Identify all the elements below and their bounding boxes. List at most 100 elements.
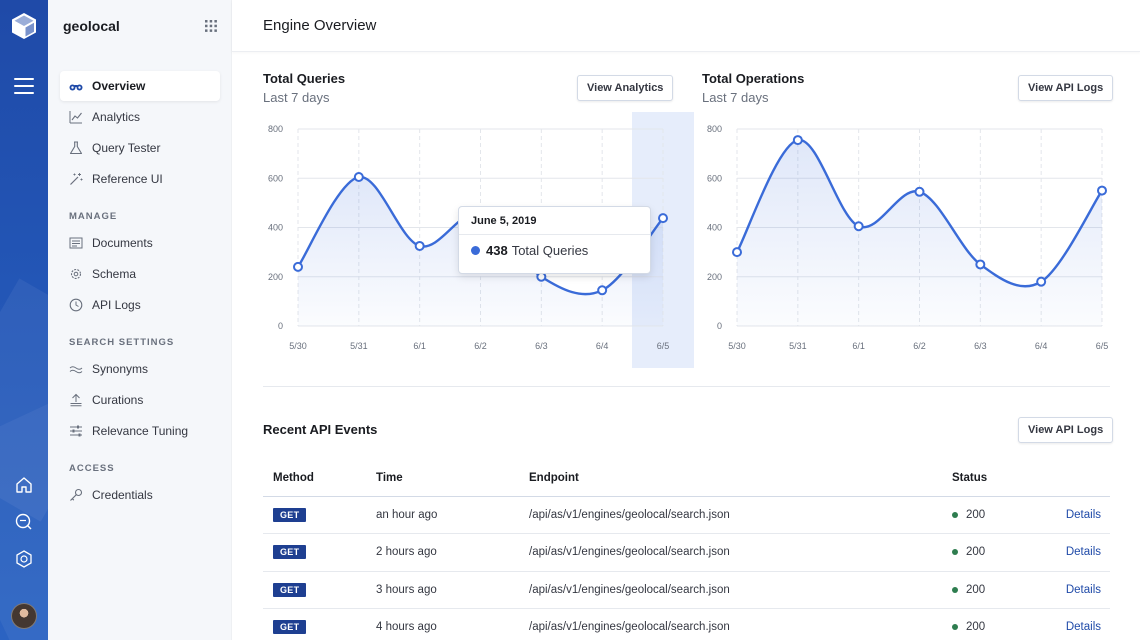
y-tick-label: 0 bbox=[278, 321, 283, 331]
details-cell: Details bbox=[1042, 533, 1110, 572]
recent-events-title: Recent API Events bbox=[263, 422, 378, 437]
method-badge: GET bbox=[273, 545, 307, 560]
column-header-status: Status bbox=[952, 460, 1042, 497]
section-title-access: ACCESS bbox=[69, 463, 115, 474]
sidebar-item-query-tester[interactable]: Query Tester bbox=[60, 133, 220, 163]
sidebar-item-api-logs[interactable]: API Logs bbox=[60, 290, 220, 320]
endpoint-cell: /api/as/v1/engines/geolocal/search.json bbox=[529, 608, 952, 640]
app-rail bbox=[0, 0, 48, 640]
y-tick-label: 600 bbox=[707, 173, 722, 183]
method-badge: GET bbox=[273, 620, 307, 635]
view-api-logs-events-button[interactable]: View API Logs bbox=[1018, 417, 1114, 443]
sidebar-item-label: Relevance Tuning bbox=[92, 424, 189, 438]
tooltip-label: Total Queries bbox=[511, 243, 589, 258]
column-header-method: Method bbox=[263, 460, 376, 497]
app-logo-icon[interactable] bbox=[11, 12, 37, 40]
time-cell: 2 hours ago bbox=[376, 533, 529, 572]
status-dot-icon bbox=[952, 586, 958, 593]
chart-tooltip: June 5, 2019 438 Total Queries bbox=[458, 206, 651, 274]
sidebar-item-documents[interactable]: Documents bbox=[60, 228, 220, 258]
data-point bbox=[914, 186, 925, 197]
key-icon bbox=[70, 488, 83, 501]
time-cell: 4 hours ago bbox=[376, 608, 529, 640]
page-title: Engine Overview bbox=[263, 17, 377, 34]
data-point bbox=[293, 261, 303, 272]
operations-panel-title: Total Operations bbox=[702, 71, 805, 86]
data-point bbox=[1097, 185, 1107, 196]
method-cell: GET bbox=[263, 608, 376, 640]
section-title-manage: MANAGE bbox=[69, 211, 118, 222]
queries-panel-title: Total Queries bbox=[263, 71, 346, 86]
section-divider bbox=[263, 386, 1110, 387]
engine-name: geolocal bbox=[63, 18, 120, 34]
total-operations-chart: 0 200 400 600 800 5/30 5/31 6/1 6/2 6/3 6/4 6/5 bbox=[707, 124, 1109, 351]
chat-icon[interactable] bbox=[14, 512, 34, 532]
status-cell: 200 bbox=[952, 533, 1042, 572]
method-cell: GET bbox=[263, 571, 376, 609]
x-tick-label: 6/4 bbox=[1035, 341, 1048, 351]
user-avatar[interactable] bbox=[11, 603, 37, 629]
hamburger-menu-icon[interactable] bbox=[14, 78, 34, 94]
sidebar-item-relevance-tuning[interactable]: Relevance Tuning bbox=[60, 416, 220, 446]
sidebar-item-credentials[interactable]: Credentials bbox=[60, 480, 220, 510]
status-code: 200 bbox=[966, 621, 986, 634]
data-point bbox=[658, 213, 668, 224]
view-api-logs-button[interactable]: View API Logs bbox=[1018, 75, 1114, 101]
x-tick-label: 6/1 bbox=[413, 341, 426, 351]
sidebar-item-label: Overview bbox=[92, 79, 146, 93]
series-dot-icon bbox=[471, 246, 480, 255]
api-events-table: Method Time Endpoint Status GET an hour … bbox=[263, 460, 1110, 640]
y-tick-label: 800 bbox=[707, 124, 722, 134]
section-title-search-settings: SEARCH SETTINGS bbox=[69, 337, 175, 348]
sidebar-item-curations[interactable]: Curations bbox=[60, 385, 220, 415]
sidebar-item-label: Query Tester bbox=[92, 141, 161, 155]
wand-icon bbox=[70, 173, 83, 185]
status-code: 200 bbox=[966, 546, 986, 559]
details-cell: Details bbox=[1042, 571, 1110, 609]
details-link[interactable]: Details bbox=[1065, 546, 1101, 559]
grid-menu-icon[interactable] bbox=[205, 20, 217, 32]
table-row: GET 3 hours ago /api/as/v1/engines/geolo… bbox=[263, 571, 1110, 609]
wave-icon bbox=[69, 366, 83, 374]
endpoint-cell: /api/as/v1/engines/geolocal/search.json bbox=[529, 571, 952, 609]
sidebar-item-schema[interactable]: Schema bbox=[60, 259, 220, 289]
x-tick-label: 6/5 bbox=[1096, 341, 1109, 351]
data-point bbox=[353, 172, 364, 183]
sidebar-item-analytics[interactable]: Analytics bbox=[60, 102, 220, 132]
data-point bbox=[975, 259, 986, 270]
view-analytics-button[interactable]: View Analytics bbox=[577, 75, 674, 101]
details-cell: Details bbox=[1042, 496, 1110, 534]
y-tick-label: 200 bbox=[268, 272, 283, 282]
sidebar-item-reference-ui[interactable]: Reference UI bbox=[60, 164, 220, 194]
engines-icon[interactable] bbox=[14, 549, 34, 569]
y-tick-label: 0 bbox=[717, 321, 722, 331]
sidebar-item-label: Schema bbox=[92, 267, 137, 281]
data-point bbox=[414, 240, 425, 251]
gear-icon bbox=[70, 268, 82, 280]
x-tick-label: 6/3 bbox=[535, 341, 548, 351]
y-tick-label: 800 bbox=[268, 124, 283, 134]
table-row: GET an hour ago /api/as/v1/engines/geolo… bbox=[263, 496, 1110, 534]
x-tick-label: 5/30 bbox=[289, 341, 307, 351]
y-tick-label: 400 bbox=[268, 223, 283, 233]
method-cell: GET bbox=[263, 533, 376, 572]
details-link[interactable]: Details bbox=[1065, 621, 1101, 634]
sidebar-item-overview[interactable]: Overview bbox=[60, 71, 220, 101]
home-icon[interactable] bbox=[14, 475, 34, 495]
x-tick-label: 6/4 bbox=[596, 341, 609, 351]
data-point bbox=[597, 285, 608, 296]
column-header-endpoint: Endpoint bbox=[529, 460, 952, 497]
details-link[interactable]: Details bbox=[1065, 583, 1101, 596]
x-tick-label: 6/2 bbox=[474, 341, 487, 351]
tooltip-value: 438 bbox=[486, 243, 508, 258]
details-link[interactable]: Details bbox=[1065, 508, 1101, 521]
tooltip-row: 438 Total Queries bbox=[471, 243, 588, 258]
details-cell: Details bbox=[1042, 608, 1110, 640]
status-cell: 200 bbox=[952, 496, 1042, 534]
status-dot-icon bbox=[952, 511, 958, 518]
endpoint-cell: /api/as/v1/engines/geolocal/search.json bbox=[529, 496, 952, 534]
column-header-time: Time bbox=[376, 460, 529, 497]
time-cell: an hour ago bbox=[376, 496, 529, 534]
sidebar-item-synonyms[interactable]: Synonyms bbox=[60, 354, 220, 384]
method-badge: GET bbox=[273, 582, 307, 597]
